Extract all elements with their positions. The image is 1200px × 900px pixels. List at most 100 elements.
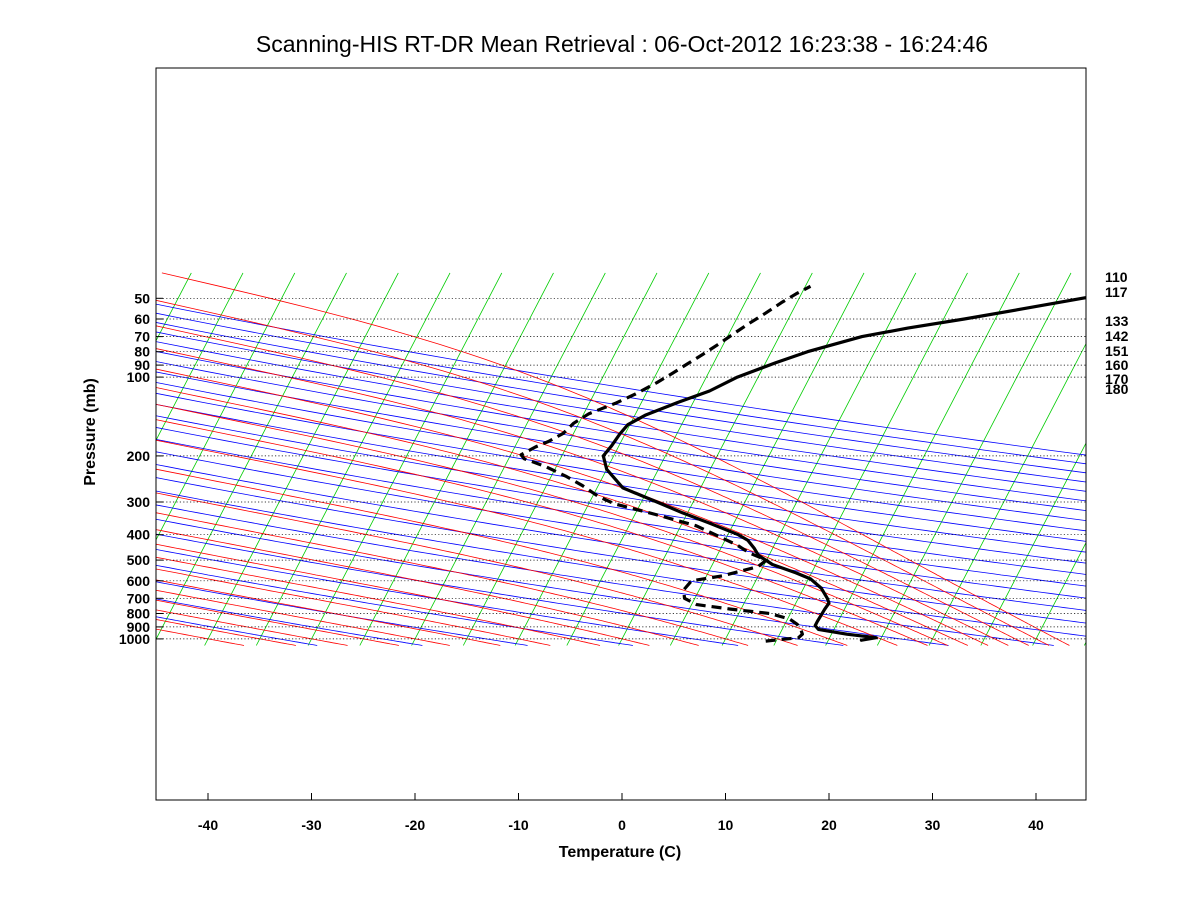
moist-adiabat-line xyxy=(156,299,1050,646)
y-tick-label: 600 xyxy=(127,573,151,589)
y-axis-label: Pressure (mb) xyxy=(82,378,99,486)
isotherm-line xyxy=(566,272,761,646)
moist-adiabat-line xyxy=(156,512,749,646)
dry-adiabat-line xyxy=(156,371,1086,522)
moist-adiabat-line xyxy=(156,492,798,646)
y-tick-label: 900 xyxy=(127,619,151,635)
moist-adiabat-line xyxy=(156,619,296,646)
dry-adiabat-line xyxy=(156,598,423,646)
isotherm-line xyxy=(204,272,399,646)
moist-adiabat-line xyxy=(156,579,501,646)
temperature-profile-line xyxy=(601,296,1086,642)
dry-adiabat-line xyxy=(156,403,1086,553)
dry-adiabat-line xyxy=(156,581,528,646)
right-annotation-label: 180 xyxy=(1105,381,1129,397)
dry-adiabat-line xyxy=(156,439,1086,587)
isotherm-line xyxy=(411,272,606,646)
dry-adiabat-line xyxy=(156,351,1086,502)
x-tick-label: -30 xyxy=(301,817,321,833)
dry-adiabat-line xyxy=(156,361,1086,512)
moist-adiabat-line xyxy=(156,609,348,646)
isotherm-line xyxy=(980,442,1086,646)
isotherm-line xyxy=(0,273,88,646)
dry-adiabat-line xyxy=(156,451,1086,599)
isotherm-line xyxy=(462,272,658,646)
y-tick-label: 80 xyxy=(134,344,150,360)
moist-adiabat-line xyxy=(161,272,1070,646)
isotherm-line xyxy=(307,272,503,646)
y-tick-label: 800 xyxy=(127,606,151,622)
dry-adiabat-line xyxy=(156,490,1086,637)
moist-adiabat-line xyxy=(156,387,968,646)
isotherm-line xyxy=(928,342,1086,646)
x-axis-label: Temperature (C) xyxy=(559,844,681,861)
isotherm-line xyxy=(876,272,1072,646)
dry-adiabat-line xyxy=(156,464,1086,611)
dry-adiabat-line xyxy=(156,548,739,646)
y-tick-label: 300 xyxy=(127,494,151,510)
x-axis-ticks: -40 -30 -20 -10 0 10 20 30 40 xyxy=(198,793,1044,833)
right-annotation-label: 170 xyxy=(1105,371,1129,387)
y-tick-label: 500 xyxy=(127,552,151,568)
x-tick-label: 10 xyxy=(718,817,734,833)
dry-adiabat-line xyxy=(156,392,1086,542)
isotherm-line xyxy=(618,272,813,646)
y-tick-label: 100 xyxy=(127,369,151,385)
right-annotation-label: 151 xyxy=(1105,343,1129,359)
x-tick-label: -40 xyxy=(198,817,218,833)
dewpoint-profile-line xyxy=(519,284,812,643)
x-tick-label: -10 xyxy=(508,817,528,833)
isotherm-line xyxy=(156,272,192,342)
dry-adiabat-line xyxy=(156,415,1086,564)
isotherm-line xyxy=(0,273,139,646)
isotherm-line xyxy=(669,272,865,646)
x-tick-label: 0 xyxy=(618,817,626,833)
moist-adiabat-line xyxy=(156,468,848,646)
dry-adiabat-line xyxy=(156,533,844,646)
moist-adiabat-line xyxy=(156,325,1029,646)
moist-adiabat-line xyxy=(156,589,450,646)
y-tick-label: 200 xyxy=(127,448,151,464)
y-tick-label: 50 xyxy=(134,290,150,306)
y-tick-label: 60 xyxy=(134,311,150,327)
dry-adiabat-line xyxy=(156,322,1086,474)
y-tick-label: 90 xyxy=(134,357,150,373)
isotherm-line xyxy=(1188,273,1200,646)
moist-adiabat-line xyxy=(156,568,551,646)
isotherm-line xyxy=(1136,273,1200,646)
moist-adiabat-line xyxy=(156,368,989,646)
dry-adiabat-line xyxy=(156,477,1086,624)
dry-adiabat-line xyxy=(156,341,1086,492)
isotherm-line xyxy=(825,272,1020,646)
moist-adiabat-line xyxy=(156,419,928,646)
isotherm-line xyxy=(773,272,968,646)
data-series xyxy=(519,284,1086,643)
right-annotation-label: 142 xyxy=(1105,328,1129,344)
dry-adiabat-line xyxy=(156,616,318,646)
isotherm-line xyxy=(1083,641,1086,646)
isotherm-line xyxy=(514,272,710,646)
right-annotation-label: 160 xyxy=(1105,357,1129,373)
moist-adiabat-line xyxy=(156,348,1009,646)
isotherm-line xyxy=(156,272,244,442)
moist-adiabat-line xyxy=(156,599,399,646)
x-tick-label: 20 xyxy=(821,817,837,833)
moist-adiabat-line xyxy=(156,529,699,646)
moist-adiabat-line xyxy=(156,403,948,646)
right-annotation-label: 117 xyxy=(1105,284,1128,300)
y-tick-label: 70 xyxy=(134,329,150,345)
dry-adiabat-line xyxy=(156,312,1086,465)
right-annotation-label: 133 xyxy=(1105,313,1129,329)
right-annotation-label: 110 xyxy=(1105,269,1128,285)
y-tick-label: 400 xyxy=(127,527,151,543)
y-tick-label: 1000 xyxy=(119,631,150,647)
x-tick-label: 30 xyxy=(925,817,941,833)
x-tick-label: -20 xyxy=(405,817,425,833)
isotherm-line xyxy=(255,272,451,646)
chart-title: Scanning-HIS RT-DR Mean Retrieval : 06-O… xyxy=(256,31,988,57)
moist-adiabat-line xyxy=(156,556,601,646)
dry-adiabat-line xyxy=(156,564,633,646)
